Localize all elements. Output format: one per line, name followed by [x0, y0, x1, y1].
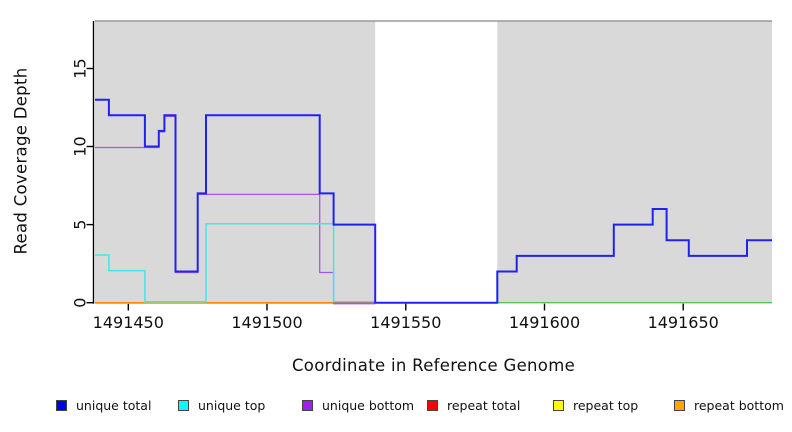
repeat-bottom-swatch-icon — [674, 399, 685, 411]
unique-top-swatch-icon — [178, 399, 189, 411]
y-axis-title: Read Coverage Depth — [11, 67, 31, 255]
y-tick-label: 15 — [71, 58, 90, 78]
x-axis-title: Coordinate in Reference Genome — [291, 356, 576, 375]
repeat-total-swatch-icon — [427, 399, 438, 411]
y-tick-label: 5 — [71, 220, 90, 230]
x-tick-label: 1491600 — [509, 313, 580, 332]
y-tick-label: 0 — [71, 298, 90, 308]
legend-item-repeat-top: repeat top — [553, 397, 639, 413]
legend-item-unique-total: unique total — [56, 397, 152, 413]
series-unique-top — [95, 222, 376, 303]
y-tick-label: 10 — [71, 136, 90, 156]
series-unique-total — [95, 98, 772, 304]
unique-bottom-swatch-icon — [302, 399, 313, 411]
x-tick-label: 1491550 — [370, 313, 441, 332]
x-tick-label: 1491500 — [231, 313, 302, 332]
legend-label: unique total — [76, 397, 152, 413]
shaded-region-left — [95, 21, 376, 303]
legend-label: repeat bottom — [694, 397, 784, 413]
legend-label: repeat top — [573, 397, 639, 413]
shaded-region-right — [497, 21, 772, 303]
legend-item-repeat-total: repeat total — [427, 397, 521, 413]
legend: unique total unique top unique bottom re… — [0, 398, 792, 416]
x-tick-label: 1491450 — [93, 313, 164, 332]
legend-item-repeat-bottom: repeat bottom — [674, 397, 784, 413]
repeat-top-swatch-icon — [553, 399, 564, 411]
legend-label: unique bottom — [322, 397, 415, 413]
x-tick-label: 1491650 — [648, 313, 719, 332]
legend-item-unique-top: unique top — [178, 397, 266, 413]
legend-label: repeat total — [447, 397, 521, 413]
legend-item-unique-bottom: unique bottom — [302, 397, 415, 413]
legend-label: unique top — [198, 397, 266, 413]
unique-total-swatch-icon — [56, 399, 67, 411]
